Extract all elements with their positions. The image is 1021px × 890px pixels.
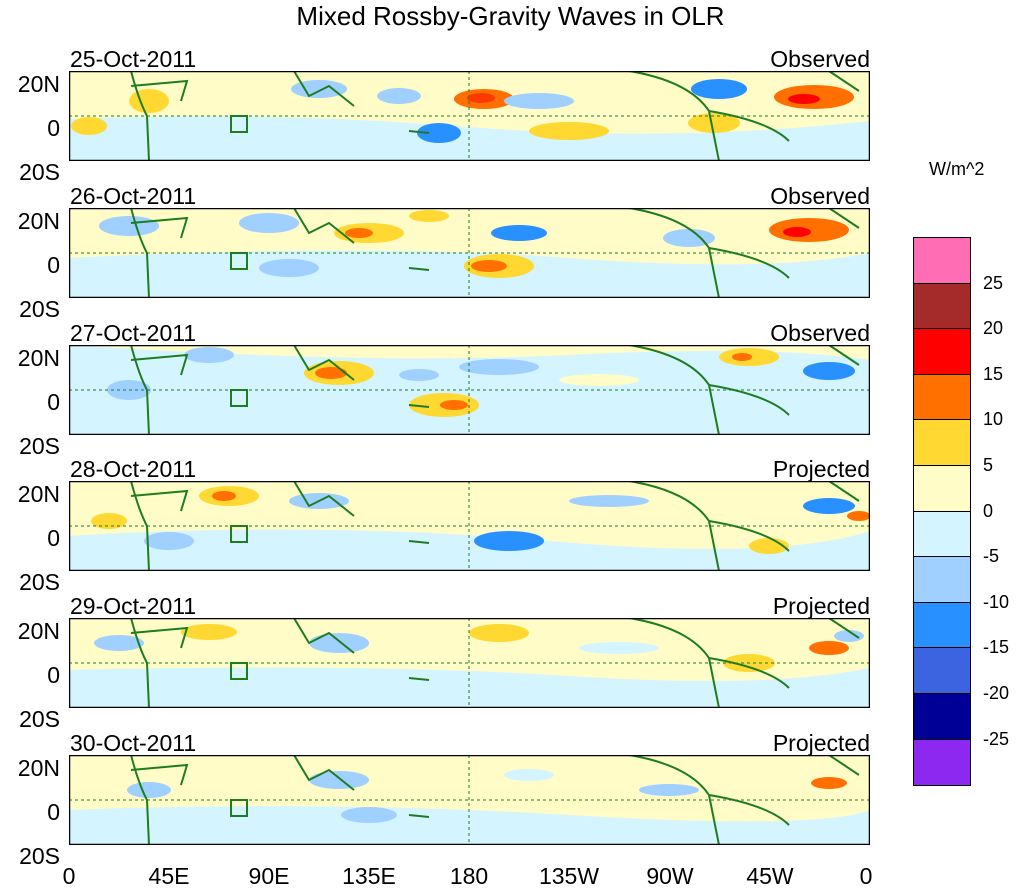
lon-label: 0 <box>859 863 873 889</box>
lat-label-0: 0 <box>47 799 60 825</box>
panel-status: Observed <box>770 320 870 346</box>
panel-date: 25-Oct-2011 <box>70 46 197 72</box>
colorbar-swatch <box>913 328 971 376</box>
panel-status: Projected <box>772 730 870 756</box>
panel-date: 30-Oct-2011 <box>70 730 197 756</box>
lat-label-20n: 20N <box>17 208 60 234</box>
lat-label-0: 0 <box>47 252 60 278</box>
colorbar-swatch <box>913 465 971 512</box>
map-panel: 26-Oct-2011 Observed 20N 0 20S <box>0 183 880 321</box>
panel-status: Observed <box>770 46 870 72</box>
colorbar-swatch <box>913 373 971 421</box>
colorbar-swatch <box>913 237 971 284</box>
colorbar-swatch <box>913 510 971 558</box>
lat-label-0: 0 <box>47 525 60 551</box>
colorbar-swatch <box>913 738 971 786</box>
lat-label-20s: 20S <box>19 296 60 322</box>
lat-label-20s: 20S <box>19 159 60 185</box>
panel-status: Observed <box>770 183 870 209</box>
lon-label: 180 <box>449 863 489 889</box>
lat-label-0: 0 <box>47 115 60 141</box>
colorbar-label: -5 <box>983 546 1000 567</box>
colorbar-label: 20 <box>983 318 1004 339</box>
lat-label-20n: 20N <box>17 755 60 781</box>
map-panel: 30-Oct-2011 Projected 20N 0 20S <box>0 730 880 868</box>
lat-label-0: 0 <box>47 389 60 415</box>
colorbar-label: 5 <box>983 455 994 475</box>
colorbar-units: W/m^2 <box>929 159 985 179</box>
lon-label: 45E <box>148 863 190 889</box>
olr-map <box>69 481 870 571</box>
lon-label: 90W <box>646 863 694 889</box>
lat-label-20s: 20S <box>19 843 60 869</box>
colorbar-label: 15 <box>983 363 1004 384</box>
lat-label-20n: 20N <box>17 345 60 371</box>
olr-map <box>69 618 870 708</box>
lon-label: 135W <box>538 863 600 889</box>
panel-status: Projected <box>772 593 870 619</box>
map-panel: 27-Oct-2011 Observed 20N 0 20S <box>0 320 880 458</box>
lon-axis: 0 45E 90E 135E 180 135W 90W 45W 0 <box>0 862 1021 890</box>
colorbar-label: 25 <box>983 272 1004 293</box>
lon-label: 45W <box>746 863 794 889</box>
colorbar-swatch <box>913 693 971 740</box>
lat-label-20n: 20N <box>17 71 60 97</box>
panel-status: Projected <box>772 456 870 482</box>
colorbar-swatch <box>913 419 971 467</box>
panel-date: 27-Oct-2011 <box>70 320 197 346</box>
colorbar-swatch <box>913 556 971 604</box>
lat-label-20n: 20N <box>17 481 60 507</box>
olr-map <box>69 208 870 298</box>
panel-date: 29-Oct-2011 <box>70 593 197 619</box>
colorbar-swatch <box>913 282 971 330</box>
colorbar-label: 10 <box>983 409 1004 430</box>
olr-map <box>69 755 870 845</box>
colorbar-label: -25 <box>983 728 1010 749</box>
map-panel: 29-Oct-2011 Projected 20N 0 20S <box>0 593 880 731</box>
olr-map <box>69 345 870 435</box>
lat-label-20s: 20S <box>19 433 60 459</box>
colorbar-swatch <box>913 647 971 695</box>
panel-date: 28-Oct-2011 <box>70 456 197 482</box>
colorbar-swatch <box>913 601 971 649</box>
lat-label-20s: 20S <box>19 706 60 732</box>
map-panel: 28-Oct-2011 Projected 20N 0 20S <box>0 456 880 594</box>
map-panel: 25-Oct-2011 Observed 20N 0 20S <box>0 46 880 184</box>
colorbar-label: -15 <box>983 637 1010 658</box>
lat-label-0: 0 <box>47 662 60 688</box>
lat-label-20n: 20N <box>17 618 60 644</box>
colorbar-label: 0 <box>983 500 994 521</box>
lon-label: 90E <box>248 863 290 889</box>
lon-label: 0 <box>62 863 76 889</box>
lat-label-20s: 20S <box>19 569 60 595</box>
lon-label: 135E <box>342 863 396 889</box>
colorbar-label: -10 <box>983 591 1010 612</box>
panel-date: 26-Oct-2011 <box>70 183 197 209</box>
olr-map <box>69 71 870 161</box>
colorbar-label: -20 <box>983 683 1010 703</box>
figure-title: Mixed Rossby-Gravity Waves in OLR <box>296 1 725 31</box>
